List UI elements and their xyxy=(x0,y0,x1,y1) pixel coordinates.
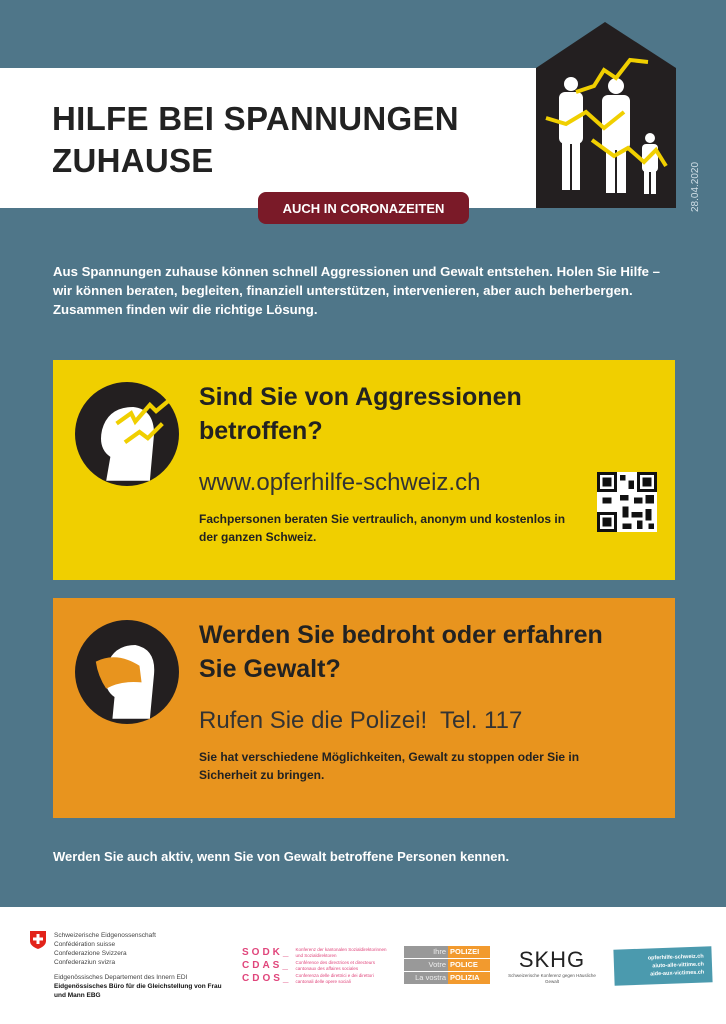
swiss-cross-icon xyxy=(30,931,46,949)
sodk-description: Konferenz der kantonalen Sozialdirektori… xyxy=(295,947,387,984)
victim-help-box: Sind Sie von Aggressionen betroffen? www… xyxy=(53,360,675,580)
opferhilfe-logo: opferhilfe-schweiz.ch aiuto-alle-vittime.… xyxy=(613,945,713,986)
police-logo: Ihre POLIZEI Votre POLICE La vostra POLIZIA xyxy=(404,946,490,985)
intro-text: Aus Spannungen zuhause können schnell Ag… xyxy=(53,264,660,317)
police-call-text: Rufen Sie die Polizei! Tel. 117 xyxy=(199,707,523,734)
box2-heading: Werden Sie bedroht oder erfahren Sie Gew… xyxy=(199,621,603,683)
swiss-confederation-logo: Schweizerische Eidgenossenschaft Confédé… xyxy=(30,931,230,1000)
skhg-name: SKHG xyxy=(518,946,586,972)
box1-text: Fachpersonen beraten Sie vertraulich, an… xyxy=(199,512,566,544)
fed-line: Confederaziun svizra xyxy=(54,959,116,966)
outro-text: Werden Sie auch aktiv, wenn Sie von Gewa… xyxy=(53,849,510,864)
title-line-1: HILFE BEI SPANNUNGEN xyxy=(52,100,459,137)
police-box: Werden Sie bedroht oder erfahren Sie Gew… xyxy=(53,598,675,818)
title-line-2: ZUHAUSE xyxy=(52,142,214,179)
box2-text: Sie hat verschiedene Möglichkeiten, Gewa… xyxy=(199,750,580,782)
sodk-letters: SODK_ CDAS_ CDOS_ xyxy=(242,947,292,984)
threatened-person-icon xyxy=(75,620,179,724)
footer-logos: Schweizerische Eidgenossenschaft Confédé… xyxy=(0,907,726,1024)
head-aggression-icon xyxy=(75,382,179,486)
page-title: HILFE BEI SPANNUNGEN ZUHAUSE xyxy=(52,98,532,182)
skhg-logo: SKHG Schweizerische Konferenz gegen Häus… xyxy=(502,947,602,985)
fed-line: Schweizerische Eidgenossenschaft xyxy=(54,932,156,939)
fed-line: Confederazione Svizzera xyxy=(54,950,127,957)
opferhilfe-link[interactable]: www.opferhilfe-schweiz.ch xyxy=(199,469,481,496)
title-band xyxy=(0,68,540,208)
confederation-text: Schweizerische Eidgenossenschaft Confédé… xyxy=(54,931,230,1000)
box1-heading: Sind Sie von Aggressionen betroffen? xyxy=(199,383,522,445)
box1-content: Sind Sie von Aggressionen betroffen? www… xyxy=(199,380,589,546)
qr-code[interactable] xyxy=(597,472,657,532)
sodk-logo: SODK_ CDAS_ CDOS_ Konferenz der kantonalen… xyxy=(242,946,392,985)
fed-line: Confédération suisse xyxy=(54,941,116,948)
skhg-subtitle: Schweizerische Konferenz gegen Häusliche… xyxy=(508,972,596,984)
edi-line: Eidgenössisches Departement des Innern E… xyxy=(54,974,188,981)
box2-content: Werden Sie bedroht oder erfahren Sie Gew… xyxy=(199,618,629,784)
ebg-line: Eidgenössisches Büro für die Gleichstell… xyxy=(54,983,222,999)
date-label: 28.04.2020 xyxy=(690,161,701,212)
house-family-icon xyxy=(536,22,676,208)
corona-badge: AUCH IN CORONAZEITEN xyxy=(258,192,469,224)
